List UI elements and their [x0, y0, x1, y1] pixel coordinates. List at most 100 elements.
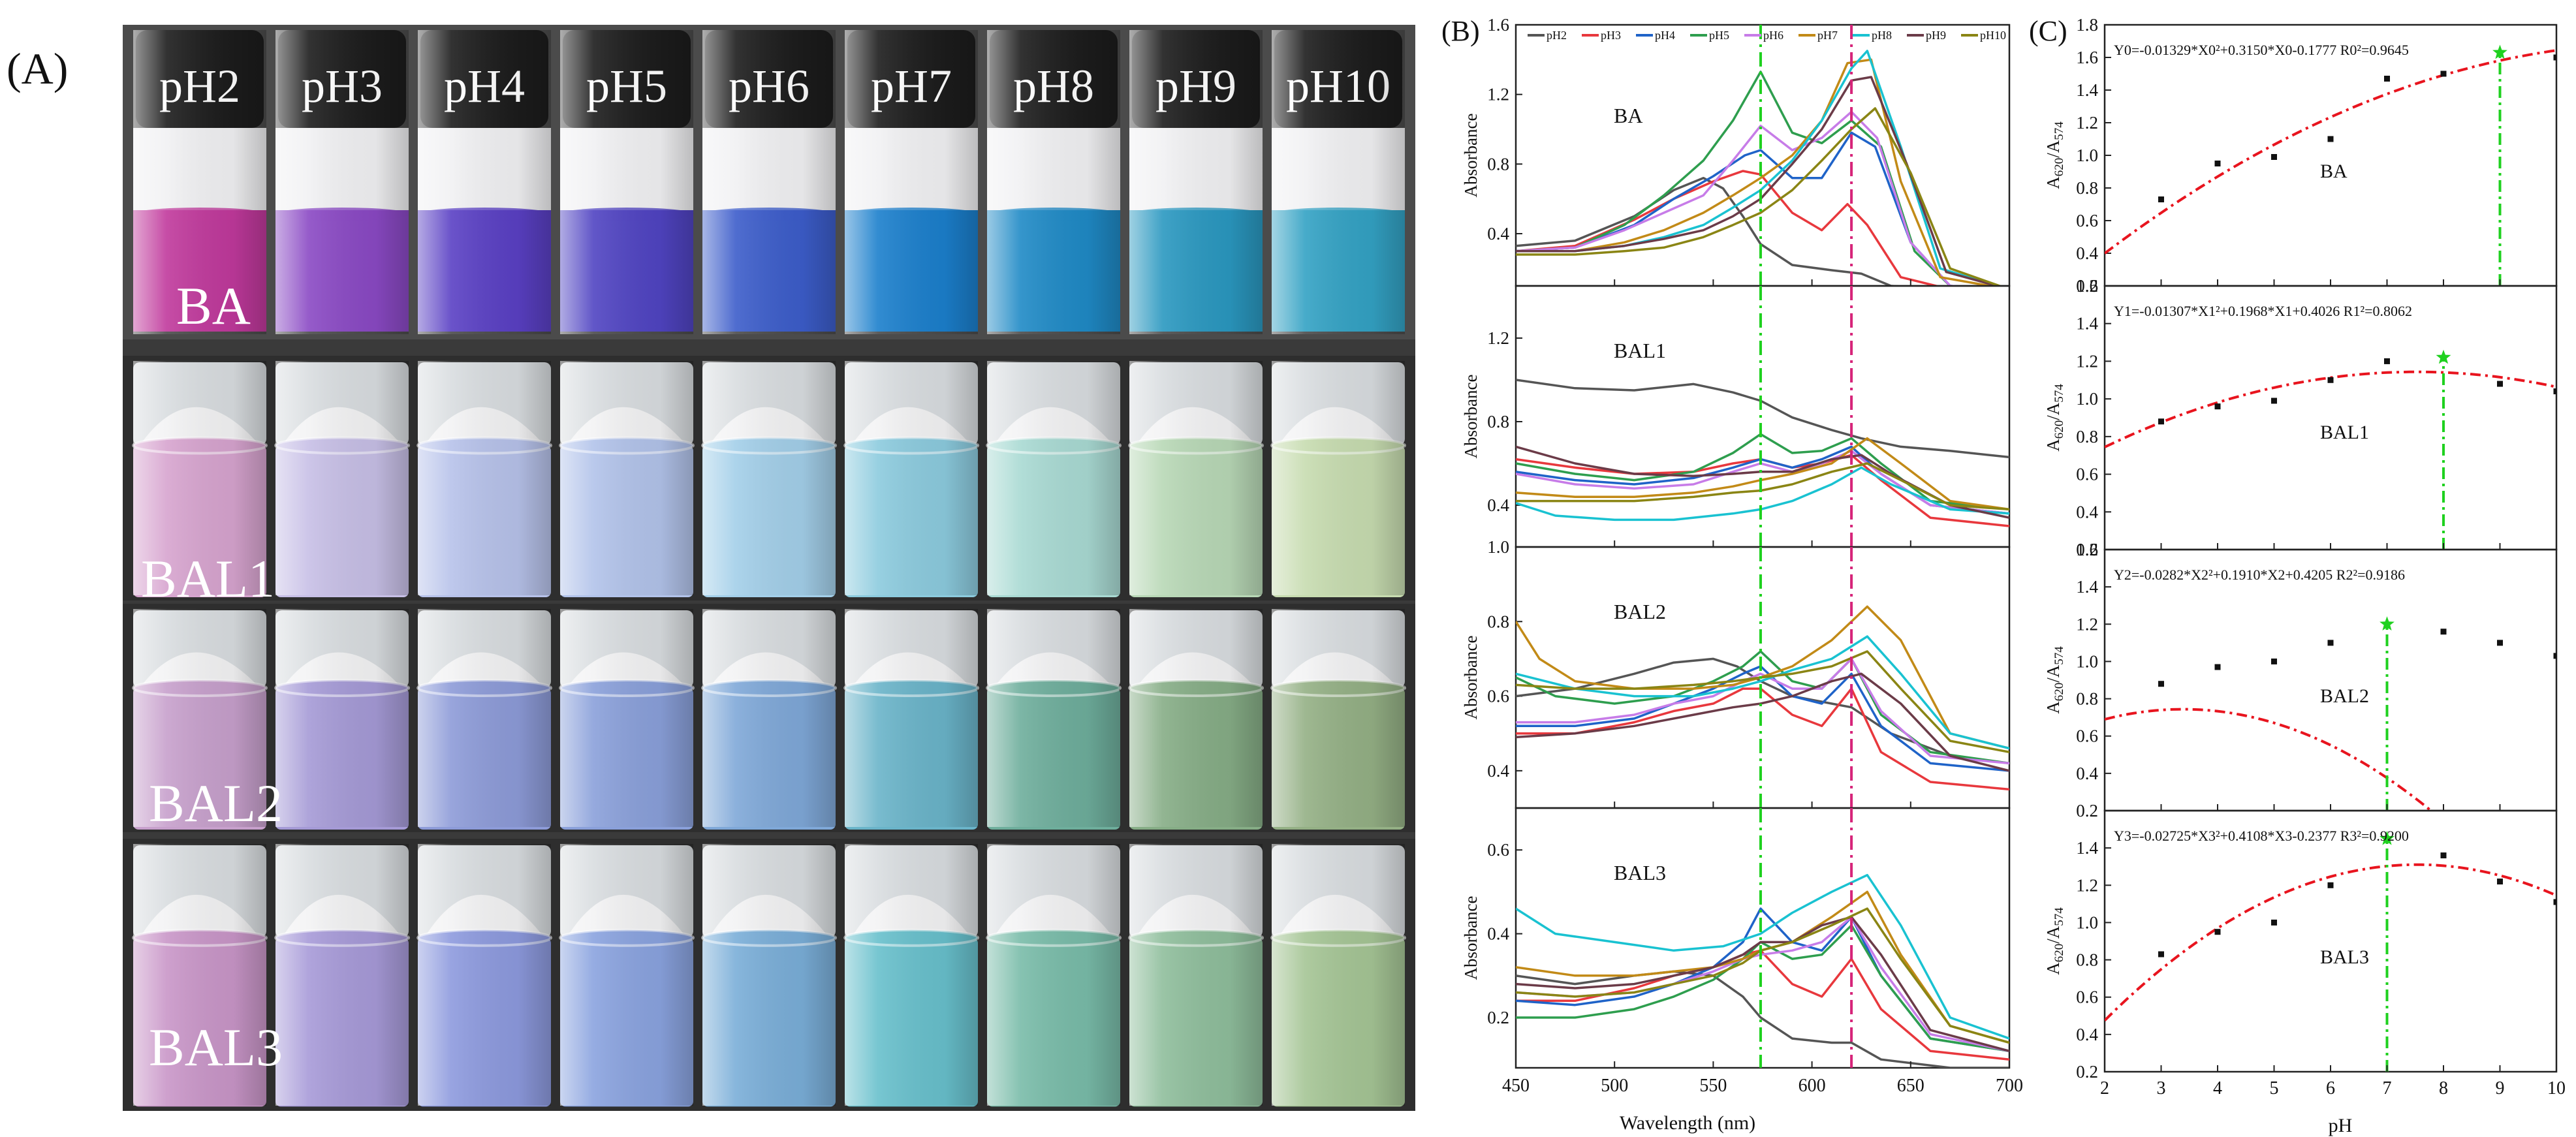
data-point [2553, 899, 2556, 905]
x-tick-label: 7 [2383, 1078, 2392, 1098]
vial: pH7 [845, 30, 978, 334]
vial-glass-highlight [845, 361, 978, 595]
x-tick-label: 5 [2270, 1078, 2279, 1098]
data-point [2440, 852, 2447, 859]
vial [132, 844, 268, 1107]
series-line-ph10 [1516, 650, 2009, 754]
x-tick-label: 450 [1502, 1076, 1530, 1096]
data-point [2553, 54, 2556, 61]
series-line-ph4 [1516, 907, 2009, 1053]
x-tick-label: 600 [1798, 1076, 1826, 1096]
y-axis-label: A620/A574 [2043, 646, 2066, 714]
vial [843, 609, 979, 830]
data-point [2214, 161, 2221, 166]
vial-glass-highlight [1129, 361, 1263, 595]
data-point [2271, 919, 2277, 926]
data-point [2271, 658, 2277, 664]
y-tick-label: 1.0 [2076, 912, 2098, 932]
y-axis-label: A620/A574 [2043, 384, 2066, 452]
y-tick-label: 1.0 [2076, 146, 2098, 165]
vial-glass-highlight [845, 30, 978, 334]
vial [701, 844, 837, 1107]
vial: pH10 [1272, 30, 1405, 334]
data-point [2497, 640, 2503, 646]
vial: pH9 [1129, 30, 1263, 334]
data-point [2158, 196, 2164, 202]
plot-frame [2103, 548, 2558, 812]
y-tick-label: 1.2 [2076, 351, 2098, 371]
data-point [2384, 76, 2390, 82]
series-lines [1516, 873, 2009, 1068]
subplot-label: BAL1 [1614, 339, 1666, 362]
vial [274, 609, 410, 830]
data-point [2214, 929, 2221, 935]
vial-glass-highlight [1272, 844, 1405, 1106]
data-point [2440, 629, 2447, 635]
subplot-label: BAL3 [2320, 946, 2369, 968]
subplot-label: BAL2 [2320, 685, 2369, 707]
y-tick-label: 0.4 [1487, 761, 1509, 781]
y-tick-label: 1.2 [2076, 614, 2098, 634]
vial [559, 844, 695, 1107]
spectra-panel: 0.4 0.8 1.2 1.6 Absorbance BA 0.4 0.8 1.2 Absorba… [1461, 15, 2023, 1096]
legend-item-ph3: pH3 [1582, 29, 1621, 42]
spectra-subplot-ba: 0.4 0.8 1.2 1.6 Absorbance BA [1461, 15, 2011, 287]
subplot-label: BA [1614, 104, 1642, 127]
vial-glass-highlight [845, 844, 978, 1106]
y-tick-label: 0.2 [2076, 276, 2098, 296]
series-line-ph9 [1516, 672, 2009, 772]
vial-glass-highlight [702, 609, 836, 827]
legend-label: pH8 [1872, 29, 1892, 42]
plot-frame [2103, 809, 2558, 1073]
y-tick-label: 0.8 [1487, 412, 1509, 431]
vial [559, 361, 695, 597]
ratio-subplot-bal1: 0.2 0.4 0.6 0.8 1.0 1.2 1.4 1.6 A620/A574 Y1=-0.0… [2043, 276, 2558, 559]
legend-label: pH5 [1709, 29, 1729, 42]
y-axis-label: A620/A574 [2043, 907, 2066, 975]
vial-glass-highlight [275, 609, 409, 827]
x-tick-label: 8 [2439, 1078, 2448, 1098]
y-tick-label: 1.8 [2076, 15, 2098, 35]
data-point [2327, 377, 2334, 383]
y-tick-label: 0.8 [2076, 950, 2098, 970]
x-tick-label: 2 [2100, 1078, 2109, 1098]
ratio-subplot-ba: 0.2 0.4 0.6 0.8 1.0 1.2 1.4 1.6 1.8 A620/A574 Y0=-… [2043, 15, 2558, 296]
optimal-point-star [2492, 44, 2507, 59]
vial [416, 361, 552, 597]
vial [416, 844, 552, 1107]
vial-glass-highlight [702, 30, 836, 334]
fit-equation: Y0=-0.01329*X0²+0.3150*X0-0.1777 R0²=0.9… [2114, 42, 2409, 58]
y-axis-label: A620/A574 [2043, 121, 2066, 189]
vial-glass-highlight [560, 609, 693, 827]
vial-glass-highlight [1129, 844, 1263, 1106]
y-tick-label: 0.4 [2076, 1025, 2098, 1044]
y-tick-label: 1.0 [1487, 537, 1509, 557]
series-line-ph6 [1516, 110, 1970, 286]
legend-label: pH2 [1547, 29, 1567, 42]
y-tick-label: 1.0 [2076, 651, 2098, 671]
y-tick-label: 0.6 [1487, 840, 1509, 860]
vial [986, 609, 1122, 830]
y-tick-label: 0.6 [1487, 687, 1509, 706]
series-lines [1516, 379, 2009, 527]
vial [701, 609, 837, 830]
vial-glass-highlight [133, 30, 266, 334]
y-tick-label: 0.2 [1487, 1008, 1509, 1027]
series-line-ph2 [1516, 970, 2009, 1068]
plot-area [2105, 616, 2556, 811]
x-tick-label: 4 [2213, 1078, 2222, 1098]
vial: pH5 [560, 30, 693, 334]
vial-glass-highlight [1129, 609, 1263, 827]
x-tick-label: 9 [2496, 1078, 2505, 1098]
y-tick-label: 0.2 [2076, 1062, 2098, 1082]
vial-row-bal3: BAL3 [123, 839, 1415, 1111]
legend-label: pH4 [1655, 29, 1675, 42]
row-label-bal3: BAL3 [149, 1018, 283, 1077]
vial-glass-highlight [418, 609, 551, 827]
vial [1128, 361, 1264, 597]
y-tick-label: 0.4 [1487, 224, 1509, 243]
series-line-ph3 [1516, 170, 1941, 286]
data-point [2553, 388, 2556, 395]
row-label-bal2: BAL2 [149, 773, 283, 833]
vial-glass-highlight [418, 844, 551, 1106]
